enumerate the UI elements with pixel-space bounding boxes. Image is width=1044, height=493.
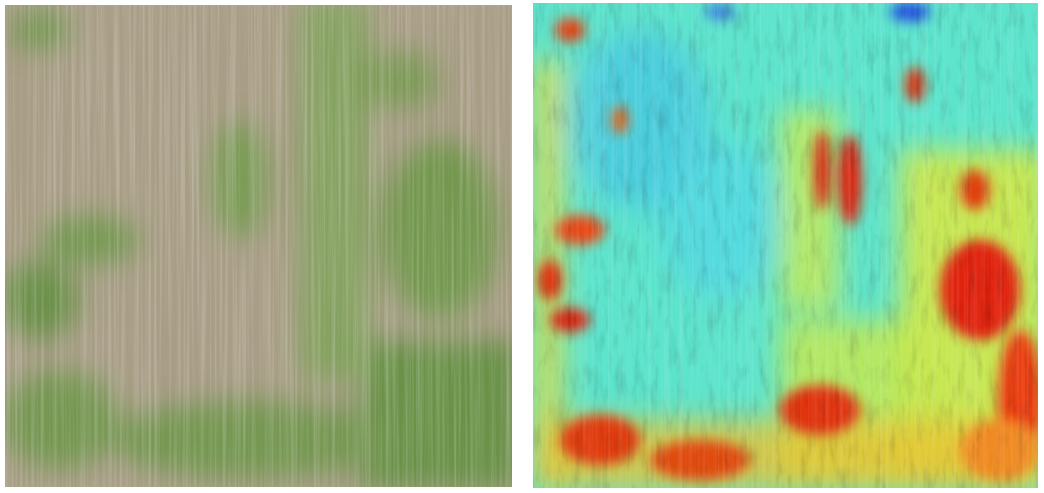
rgb-image	[5, 5, 512, 487]
index-map	[533, 3, 1038, 488]
crop-rows	[5, 5, 512, 487]
crop-rows	[533, 3, 1038, 488]
